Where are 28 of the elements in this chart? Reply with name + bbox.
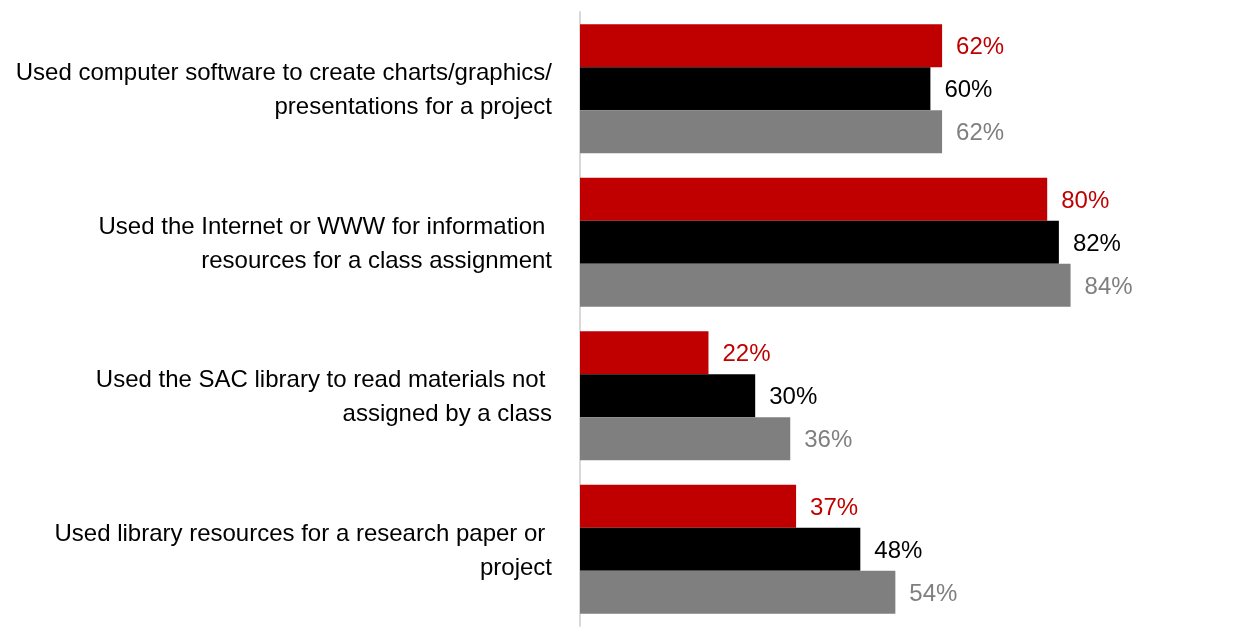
bar [580,484,797,528]
data-label: 60% [944,75,993,103]
bar [580,177,1048,221]
bar [580,220,1059,264]
bar [580,527,861,571]
bar [580,110,943,154]
bar [580,67,931,111]
data-label: 37% [810,492,859,520]
y-tick-label: Used the SAC library to read materials not assigned by a class [95,365,552,427]
data-label: 80% [1061,185,1110,213]
bar [580,24,943,68]
data-label: 48% [874,535,923,563]
data-label: 54% [909,578,958,606]
data-label: 84% [1084,271,1133,299]
y-tick-label: Used library resources for a research paper or project [54,518,553,580]
bar [580,374,756,418]
data-label: 30% [769,382,818,410]
bar [580,263,1071,307]
data-label: 62% [956,32,1005,60]
data-label: 62% [956,118,1005,146]
bar [580,417,791,461]
y-tick-label: Used the Internet or WWW for information resources for a class assignment [98,211,553,273]
data-label: 22% [722,339,771,367]
bar [580,570,896,614]
data-label: 36% [804,425,853,453]
data-label: 82% [1072,228,1121,256]
bar [580,331,709,375]
y-tick-label: Used computer software to create charts/graphics/presentations for a project [15,58,553,120]
